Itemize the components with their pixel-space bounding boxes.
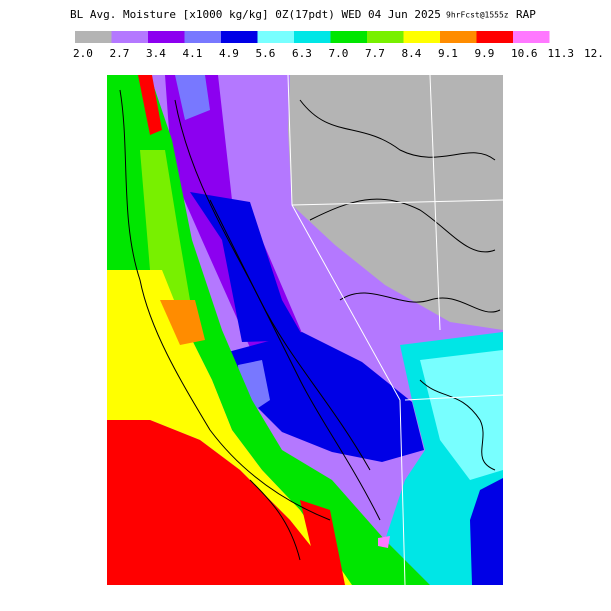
colorbar-label: 4.9 — [219, 47, 239, 60]
color-swatch — [476, 31, 513, 43]
colorbar: 2.0 2.7 3.4 4.1 4.9 5.6 6.3 7.0 7.7 8.4 9.1 9.9 10.6… — [73, 31, 604, 60]
colorbar-label: 2.0 — [73, 47, 93, 60]
state-border — [404, 394, 504, 401]
contour-line — [119, 89, 331, 521]
color-swatch — [367, 31, 404, 43]
contour-line — [419, 379, 496, 471]
model-label: RAP — [516, 8, 536, 21]
moisture-region — [190, 192, 305, 342]
moisture-region — [107, 420, 342, 585]
color-swatch — [403, 31, 440, 43]
contour-line — [339, 292, 501, 313]
color-swatch — [513, 31, 550, 43]
colorbar-label: 8.4 — [402, 47, 422, 60]
moisture-region — [107, 270, 352, 585]
moisture-region — [140, 150, 190, 320]
color-swatch — [330, 31, 367, 43]
color-swatch — [111, 31, 148, 43]
moisture-region — [470, 478, 503, 585]
colorbar-label: 3.4 — [146, 47, 166, 60]
colorbar-label: 2.7 — [110, 47, 130, 60]
state-border — [287, 74, 406, 586]
colorbar-label: 11.3 — [548, 47, 575, 60]
colorbar-label: 9.9 — [475, 47, 495, 60]
state-border — [291, 199, 504, 206]
color-swatch — [257, 31, 294, 43]
color-swatch — [184, 31, 221, 43]
color-swatch — [148, 31, 185, 43]
map — [107, 74, 504, 586]
state-border — [429, 74, 441, 331]
colorbar-label: 12. — [584, 47, 604, 60]
color-swatch — [75, 31, 112, 43]
colorbar-label: 5.6 — [256, 47, 276, 60]
colorbar-label: 7.7 — [365, 47, 385, 60]
colorbar-label: 9.1 — [438, 47, 458, 60]
moisture-region — [160, 300, 205, 345]
moisture-region — [228, 332, 424, 462]
moisture-region — [378, 536, 390, 548]
contour-line — [299, 99, 496, 161]
colorbar-label: 10.6 — [511, 47, 538, 60]
contour-line — [209, 199, 381, 521]
contour-line — [249, 479, 301, 561]
colorbar-label: 6.3 — [292, 47, 312, 60]
color-swatch — [221, 31, 258, 43]
forecast-label: 9hrFcst@1555z — [446, 11, 509, 20]
contour-line — [309, 198, 496, 253]
moisture-region — [175, 75, 210, 120]
color-swatch — [294, 31, 331, 43]
color-swatch — [440, 31, 477, 43]
colorbar-label: 7.0 — [329, 47, 349, 60]
colorbar-label: 4.1 — [183, 47, 203, 60]
title: BL Avg. Moisture [x1000 kg/kg] 0Z(17pdt)… — [70, 8, 441, 21]
moisture-region — [138, 75, 162, 135]
moisture-region — [107, 75, 430, 585]
moisture-region — [300, 500, 345, 585]
